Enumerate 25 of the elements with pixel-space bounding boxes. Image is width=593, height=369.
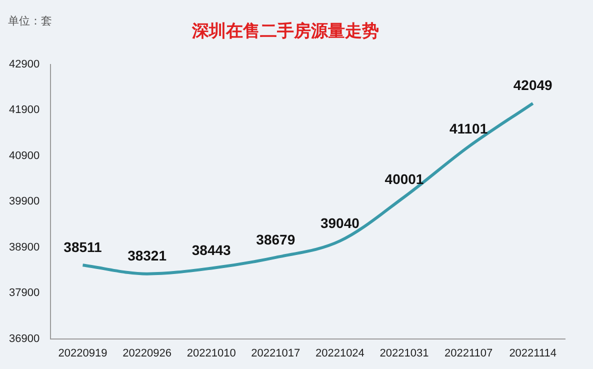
data-label: 39040 xyxy=(320,214,360,231)
x-tick-label: 20221031 xyxy=(380,347,429,360)
y-tick-label: 40900 xyxy=(8,150,40,162)
x-tick-label: 20221017 xyxy=(251,347,300,360)
y-tick-label: 37900 xyxy=(8,287,40,300)
y-tick-label: 41900 xyxy=(8,104,40,116)
y-tick-label: 42900 xyxy=(8,58,40,70)
data-label: 42049 xyxy=(513,77,553,94)
x-tick-label: 20220919 xyxy=(58,347,108,360)
x-tick-label: 20220926 xyxy=(122,347,172,360)
x-tick-label: 20221107 xyxy=(444,347,493,360)
chart-title: 深圳在售二手房源量走势 xyxy=(191,22,379,42)
data-label: 38511 xyxy=(64,238,102,255)
data-label: 38679 xyxy=(256,231,296,248)
y-tick-label: 38900 xyxy=(8,241,40,254)
data-label: 38443 xyxy=(192,242,232,258)
y-tick-label: 36900 xyxy=(8,332,40,345)
y-tick-label: 39900 xyxy=(8,196,40,208)
x-tick-label: 20221024 xyxy=(315,347,364,360)
data-label: 41101 xyxy=(449,120,488,137)
data-label: 40001 xyxy=(384,170,424,187)
data-label: 38321 xyxy=(128,248,167,264)
x-tick-label: 20221114 xyxy=(509,347,557,360)
x-tick-label: 20221010 xyxy=(186,347,236,360)
y-axis-title: 单位：套 xyxy=(8,14,52,28)
